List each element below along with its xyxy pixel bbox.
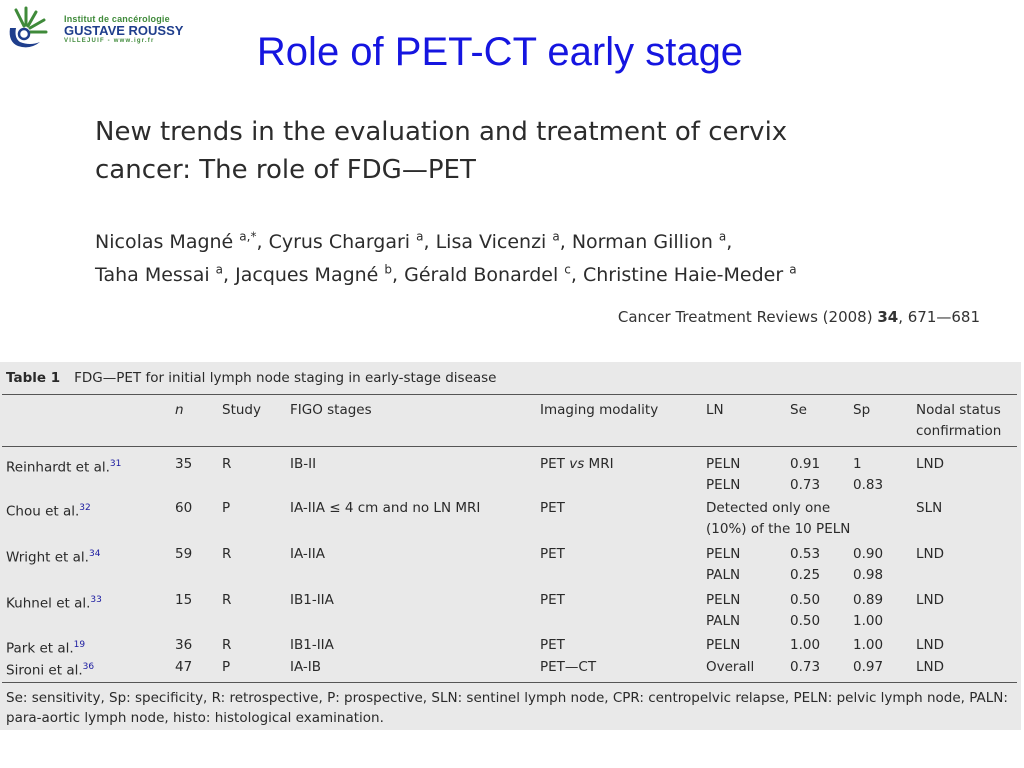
row-sp: 0.97 bbox=[853, 659, 884, 675]
staging-table: Table 1 FDG—PET for initial lymph node st… bbox=[0, 362, 1021, 730]
row-sp: 0.90 bbox=[853, 546, 884, 562]
paper-title: New trends in the evaluation and treatme… bbox=[95, 113, 975, 189]
authors-line-1: Nicolas Magné a,*, Cyrus Chargari a, Lis… bbox=[95, 224, 995, 256]
logo-line-name: GUSTAVE ROUSSY bbox=[64, 23, 184, 38]
paper-authors: Nicolas Magné a,*, Cyrus Chargari a, Lis… bbox=[95, 224, 995, 289]
row-study: R bbox=[222, 637, 232, 653]
author: Nicolas Magné a,*, bbox=[95, 230, 269, 254]
table-top-rule bbox=[2, 394, 1017, 395]
header-n: n bbox=[175, 402, 184, 418]
row-confirmation: LND bbox=[916, 659, 945, 675]
row-confirmation: LND bbox=[916, 592, 945, 608]
author: Jacques Magné b, bbox=[235, 262, 405, 286]
row-se: 0.50 bbox=[790, 592, 821, 608]
table-caption: Table 1 FDG—PET for initial lymph node st… bbox=[6, 370, 497, 386]
row-author: Reinhardt et al.31 bbox=[6, 459, 122, 476]
row-figo: IB1-IIA bbox=[290, 637, 334, 653]
row-ln: PELN bbox=[706, 637, 741, 653]
sunburst-logo-icon bbox=[9, 6, 48, 48]
header-sp: Sp bbox=[853, 402, 871, 418]
row-confirmation: LND bbox=[916, 637, 945, 653]
gustave-roussy-logo: Institut de cancérologie GUSTAVE ROUSSY … bbox=[4, 6, 219, 54]
logo-line-location: VILLEJUIF - www.igr.fr bbox=[64, 38, 155, 44]
table-caption-text: FDG—PET for initial lymph node staging i… bbox=[74, 370, 497, 386]
row-figo: IA-IIA bbox=[290, 546, 325, 562]
author: Gérald Bonardel c, bbox=[404, 262, 583, 286]
row-figo: IB1-IIA bbox=[290, 592, 334, 608]
row-author: Sironi et al.36 bbox=[6, 662, 95, 679]
table-bottom-rule bbox=[2, 682, 1017, 683]
row-n: 36 bbox=[175, 637, 193, 653]
row-ln-text: Detected only one bbox=[706, 500, 831, 516]
author: Norman Gillion a, bbox=[571, 230, 733, 254]
header-confirmation: Nodal status confirmation bbox=[916, 402, 1002, 439]
row-confirmation: LND bbox=[916, 456, 945, 472]
row-study: R bbox=[222, 546, 232, 562]
row-sp: 1.00 bbox=[853, 613, 884, 629]
table-header-rule bbox=[2, 446, 1017, 447]
author: Lisa Vicenzi a, bbox=[435, 230, 572, 254]
row-sp: 1.00 bbox=[853, 637, 884, 653]
row-ln: Overall bbox=[706, 659, 755, 675]
authors-line-2: Taha Messai a, Jacques Magné b, Gérald B… bbox=[95, 256, 995, 288]
row-modality: PET bbox=[540, 546, 565, 562]
paper-title-line-1: New trends in the evaluation and treatme… bbox=[95, 117, 788, 147]
row-author: Wright et al.34 bbox=[6, 549, 101, 566]
row-se: 0.73 bbox=[790, 477, 821, 493]
row-confirmation: LND bbox=[916, 546, 945, 562]
header-modality: Imaging modality bbox=[540, 402, 659, 418]
row-confirmation: SLN bbox=[916, 500, 943, 516]
row-study: R bbox=[222, 456, 232, 472]
slide-title: Role of PET-CT early stage bbox=[256, 30, 744, 74]
row-n: 15 bbox=[175, 592, 193, 608]
row-figo: IB-II bbox=[290, 456, 317, 472]
row-n: 60 bbox=[175, 500, 193, 516]
row-n: 47 bbox=[175, 659, 193, 675]
author: Cyrus Chargari a, bbox=[268, 230, 436, 254]
row-ln: PELN bbox=[706, 546, 741, 562]
row-se: 0.73 bbox=[790, 659, 821, 675]
row-ln: PALN bbox=[706, 567, 741, 583]
header-figo: FIGO stages bbox=[290, 402, 372, 418]
header-se: Se bbox=[790, 402, 807, 418]
journal-citation: Cancer Treatment Reviews (2008) 34, 671—… bbox=[617, 308, 980, 326]
row-author: Kuhnel et al.33 bbox=[6, 595, 102, 612]
row-n: 35 bbox=[175, 456, 193, 472]
author: Taha Messai a, bbox=[95, 262, 236, 286]
row-modality: PET—CT bbox=[540, 659, 597, 675]
row-modality: PET bbox=[540, 500, 565, 516]
table-label: Table 1 bbox=[6, 370, 61, 386]
row-figo: IA-IIA ≤ 4 cm and no LN MRI bbox=[290, 500, 481, 516]
header-ln: LN bbox=[706, 402, 724, 418]
row-ln: PELN bbox=[706, 456, 741, 472]
row-study: P bbox=[222, 500, 231, 516]
row-ln: PELN bbox=[706, 592, 741, 608]
row-modality: PET bbox=[540, 592, 565, 608]
row-study: R bbox=[222, 592, 232, 608]
row-se: 0.25 bbox=[790, 567, 821, 583]
row-sp: 0.89 bbox=[853, 592, 884, 608]
author: Christine Haie-Meder a bbox=[582, 262, 797, 286]
row-sp: 0.98 bbox=[853, 567, 884, 583]
logo-line-institute: Institut de cancérologie bbox=[64, 14, 170, 24]
row-ln: PALN bbox=[706, 613, 741, 629]
row-se: 0.53 bbox=[790, 546, 821, 562]
row-modality: PET vs MRI bbox=[540, 456, 614, 472]
row-modality: PET bbox=[540, 637, 565, 653]
row-sp: 0.83 bbox=[853, 477, 884, 493]
row-figo: IA-IB bbox=[290, 659, 322, 675]
row-se: 0.91 bbox=[790, 456, 821, 472]
row-study: P bbox=[222, 659, 231, 675]
header-study: Study bbox=[222, 402, 261, 418]
row-se: 1.00 bbox=[790, 637, 821, 653]
paper-title-line-2: cancer: The role of FDG—PET bbox=[95, 155, 476, 185]
row-ln-text: (10%) of the 10 PELN bbox=[706, 521, 851, 537]
row-author: Park et al.19 bbox=[6, 640, 86, 657]
row-author: Chou et al.32 bbox=[6, 503, 91, 520]
table-footnote: Se: sensitivity, Sp: specificity, R: ret… bbox=[6, 690, 1008, 726]
row-sp: 1 bbox=[853, 456, 862, 472]
row-se: 0.50 bbox=[790, 613, 821, 629]
row-n: 59 bbox=[175, 546, 193, 562]
row-ln: PELN bbox=[706, 477, 741, 493]
